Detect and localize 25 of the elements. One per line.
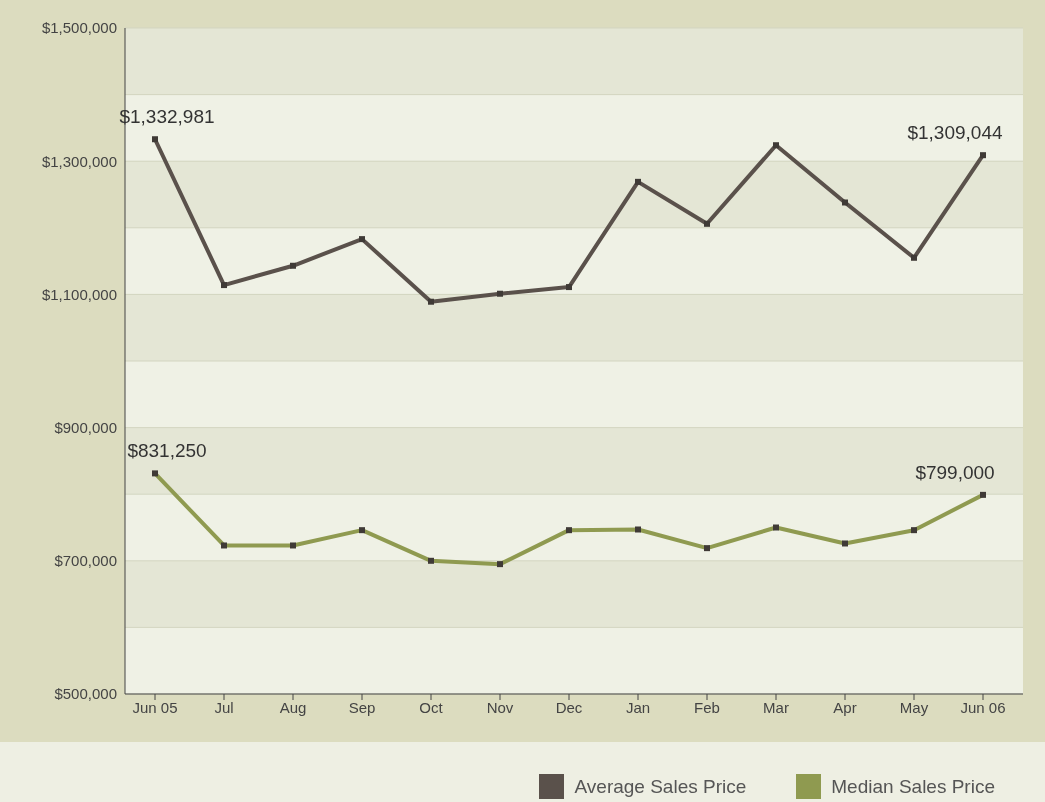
x-tick-label: Sep <box>348 698 376 716</box>
data-label: $799,000 <box>915 461 995 483</box>
x-tick-label: Jun 06 <box>960 698 1006 716</box>
x-tick-label: Dec <box>555 698 583 716</box>
data-label: $1,309,044 <box>907 122 1003 144</box>
x-tick-label: Mar <box>763 698 789 716</box>
x-tick-label: Aug <box>279 698 307 716</box>
x-tick-label: Oct <box>419 698 444 716</box>
x-tick-label: Jun 05 <box>132 698 178 716</box>
x-tick-label: Jan <box>625 698 651 716</box>
y-tick-label: $500,000 <box>54 685 117 703</box>
y-tick-label: $1,500,000 <box>41 19 117 37</box>
legend-label: Average Sales Price <box>574 775 747 798</box>
y-tick-label: $1,300,000 <box>41 152 117 170</box>
y-tick-label: $700,000 <box>54 552 117 570</box>
y-tick-label: $1,100,000 <box>41 285 117 303</box>
x-tick-label: Jul <box>214 698 234 716</box>
data-label: $1,332,981 <box>119 106 215 128</box>
x-tick-label: Apr <box>833 698 857 716</box>
legend-label: Median Sales Price <box>831 775 995 798</box>
data-label: $831,250 <box>127 440 207 462</box>
x-tick-label: Feb <box>694 698 720 716</box>
x-tick-label: Nov <box>486 698 514 716</box>
x-tick-label: May <box>899 698 929 716</box>
y-tick-label: $900,000 <box>54 418 117 436</box>
